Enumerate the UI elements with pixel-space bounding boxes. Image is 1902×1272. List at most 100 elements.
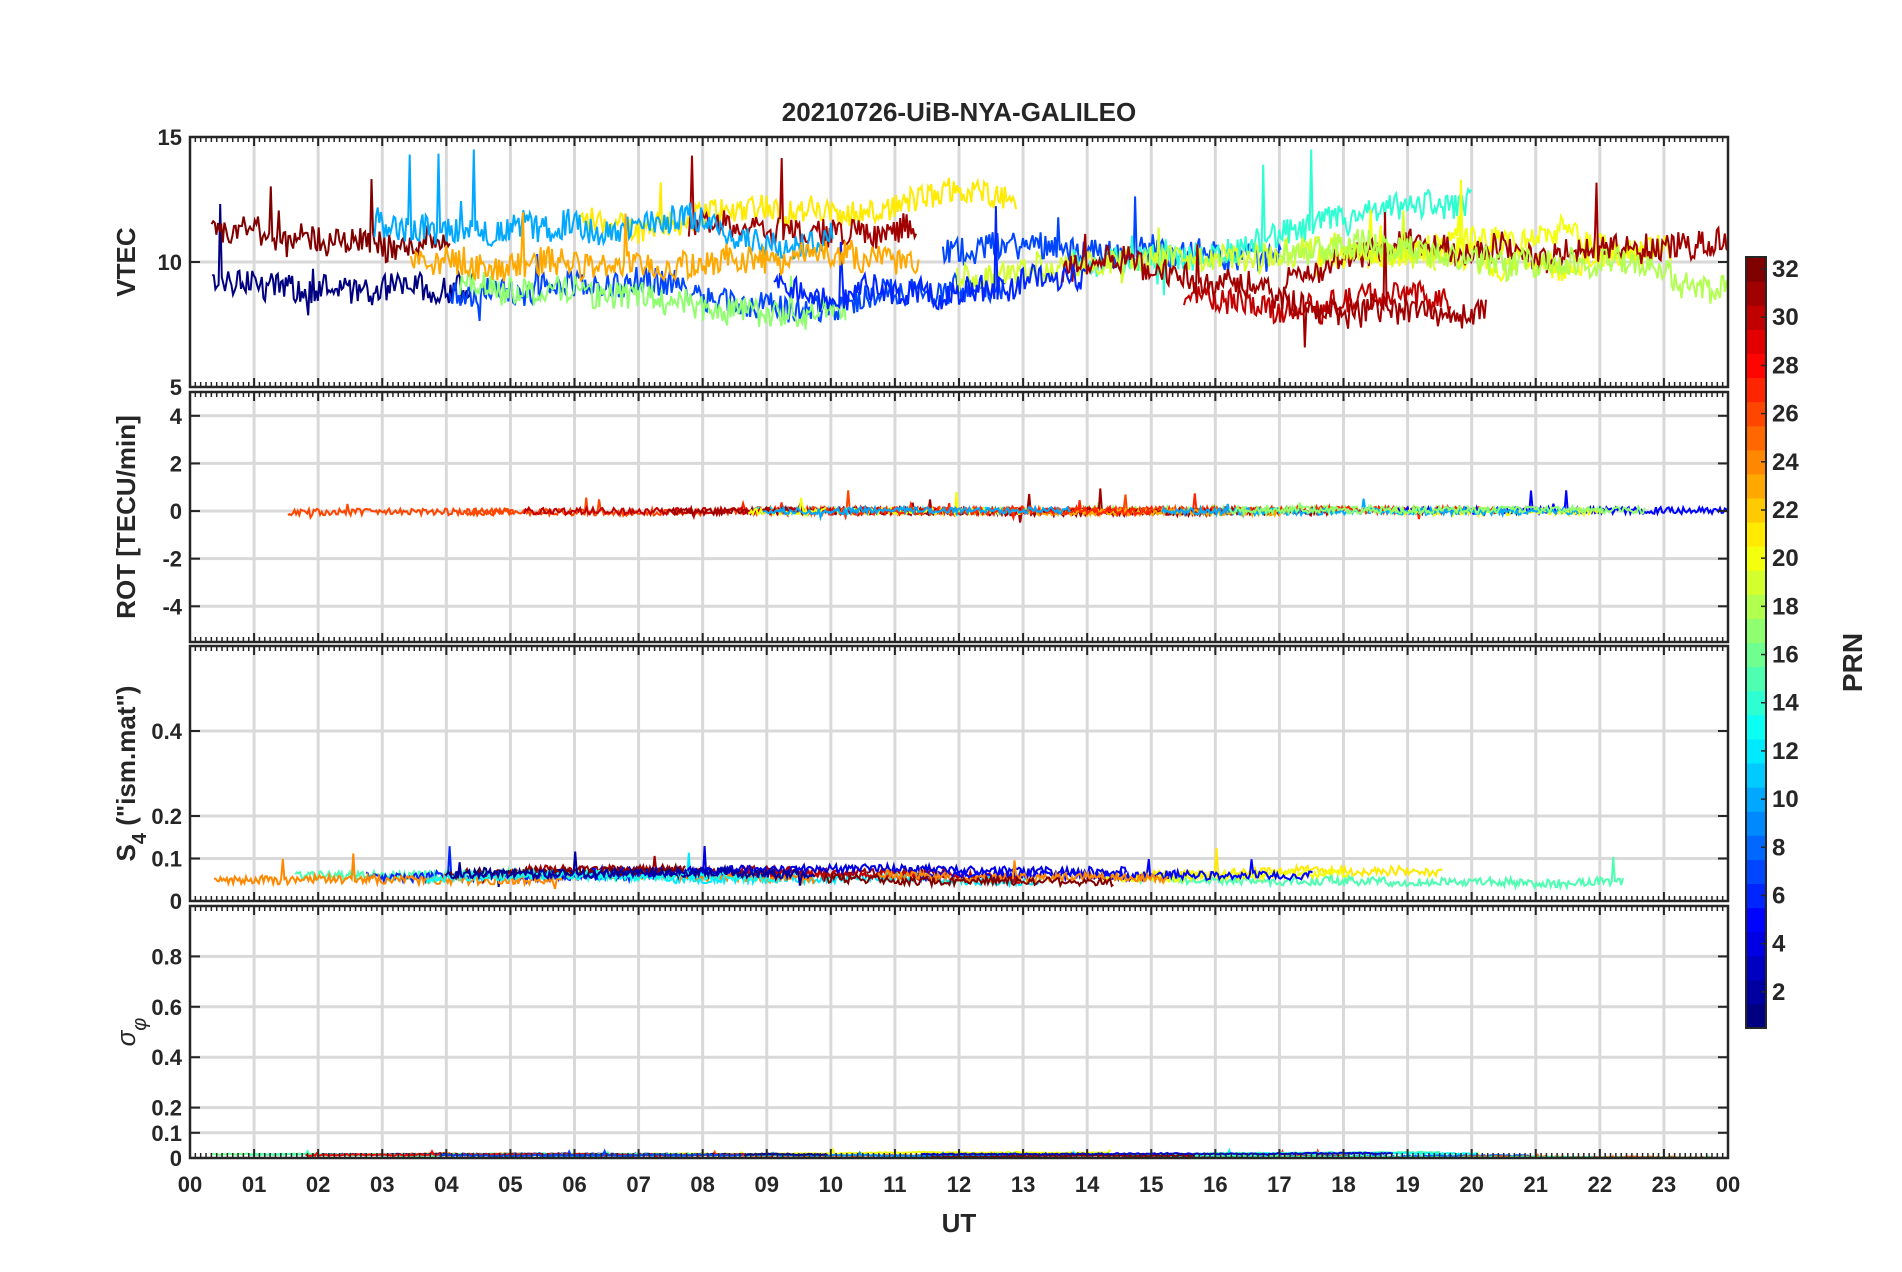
x-tick-label: 00 [1716, 1172, 1740, 1197]
colorbar-segment [1746, 618, 1766, 644]
panel-1: 5 10 15 VTEC [111, 125, 1730, 400]
series-prn-10 [762, 504, 1071, 522]
y-tick-label: 0.4 [151, 719, 182, 744]
colorbar-tick-label: 4 [1772, 931, 1786, 958]
x-tick-label: 09 [755, 1172, 779, 1197]
y-tick-label: 5 [170, 375, 182, 400]
series-prn-23 [409, 212, 920, 283]
colorbar-tick-label: 14 [1772, 690, 1799, 717]
panel-4: 00.10.2 0.4 0.6 0.8 σφ [111, 904, 1730, 1171]
colorbar-segment [1746, 714, 1766, 740]
y-tick-label: -2 [162, 547, 182, 572]
y-tick-label: 0.1 [151, 1121, 182, 1146]
colorbar-segment [1746, 955, 1766, 981]
series-prn-32 [210, 178, 451, 264]
panel-frame [188, 135, 1730, 389]
colorbar-segment [1746, 738, 1766, 764]
colorbar-segment [1746, 281, 1766, 306]
colorbar-segment [1746, 425, 1766, 451]
x-tick-label: 08 [690, 1172, 714, 1197]
panel-2: -4 -2 0 2 4 ROT [TECU/min] [111, 390, 1730, 644]
series-prn-21 [579, 177, 1018, 244]
colorbar-tick-label: 24 [1772, 449, 1799, 476]
x-tick-label: 20 [1459, 1172, 1483, 1197]
x-tick-label: 23 [1652, 1172, 1676, 1197]
series-prn-17 [459, 268, 847, 330]
y-tick-label: 15 [158, 125, 182, 150]
colorbar-segment [1746, 690, 1766, 716]
colorbar-segment [1746, 642, 1766, 668]
series-prn-15 [1138, 857, 1624, 892]
x-tick-label: 13 [1011, 1172, 1035, 1197]
colorbar-segment [1746, 353, 1766, 379]
x-tick-label: 04 [434, 1172, 459, 1197]
colorbar-segment [1746, 401, 1766, 427]
colorbar-segment [1746, 1003, 1766, 1029]
series-prn-10 [373, 149, 834, 260]
colorbar-segment [1746, 257, 1766, 282]
colorbar-tick-label: 26 [1772, 401, 1799, 428]
colorbar-tick-label: 10 [1772, 786, 1799, 813]
y-axis-label: σφ [111, 1018, 151, 1047]
y-tick-label: 10 [158, 250, 182, 275]
colorbar-label: PRN [1837, 633, 1868, 692]
colorbar-segment [1746, 762, 1766, 788]
y-tick-label: 2 [170, 451, 182, 476]
x-tick-label: 17 [1267, 1172, 1291, 1197]
series-prn-31 [1061, 212, 1487, 348]
colorbar-segment [1746, 859, 1766, 885]
panel-frame [188, 904, 1730, 1160]
y-tick-label: 0.2 [151, 1096, 182, 1121]
x-tick-label: 06 [562, 1172, 586, 1197]
series-prn-24 [876, 860, 1169, 885]
series-prn-14 [1070, 149, 1473, 296]
x-tick-label: 02 [306, 1172, 330, 1197]
colorbar-segment [1746, 449, 1766, 475]
colorbar-segment [1746, 570, 1766, 595]
colorbar-tick-label: 30 [1772, 304, 1799, 331]
colorbar-segment [1746, 546, 1766, 571]
colorbar-segment [1746, 787, 1766, 812]
y-tick-label: -4 [162, 594, 182, 619]
chart-title: 20210726-UiB-NYA-GALILEO [782, 97, 1137, 127]
x-axis: 00 01 02 03 04 05 06 07 08 09 10 11 12 13 14 15 16 17 18 19… [178, 1172, 1740, 1238]
series-prn-2 [444, 851, 816, 886]
series-prn-30 [523, 504, 966, 521]
traces [213, 846, 1624, 892]
colorbar-segment [1746, 522, 1766, 547]
y-axis-label: VTEC [111, 227, 141, 297]
colorbar-segment [1746, 931, 1766, 957]
colorbar-segment [1746, 666, 1766, 692]
y-tick-label: 0 [170, 499, 182, 524]
colorbar-segment [1746, 907, 1766, 933]
series-prn-18 [1278, 228, 1728, 304]
colorbar-tick-label: 28 [1772, 352, 1799, 379]
colorbar-tick-label: 16 [1772, 642, 1799, 669]
y-axis-label: S4 ("ism.mat") [111, 686, 151, 862]
colorbar-tick-label: 18 [1772, 593, 1799, 620]
x-tick-label: 15 [1139, 1172, 1163, 1197]
x-tick-label: 22 [1588, 1172, 1612, 1197]
y-tick-label: 0.1 [151, 847, 182, 872]
x-tick-label: 14 [1075, 1172, 1100, 1197]
colorbar-segment [1746, 377, 1766, 403]
x-tick-label: 12 [947, 1172, 971, 1197]
y-tick-label: 0.6 [151, 995, 182, 1020]
y-tick-label: 0 [170, 889, 182, 914]
x-tick-label: 05 [498, 1172, 522, 1197]
colorbar-tick-label: 20 [1772, 545, 1799, 572]
series-prn-1 [211, 203, 474, 316]
colorbar-segment [1746, 811, 1766, 836]
x-tick-label: 11 [883, 1172, 906, 1197]
colorbar-segment [1746, 979, 1766, 1005]
x-tick-label: 21 [1524, 1172, 1548, 1197]
colorbar-segment [1746, 473, 1766, 499]
y-tick-label: 4 [170, 404, 183, 429]
colorbar-tick-label: 22 [1772, 497, 1799, 524]
x-tick-label: 19 [1395, 1172, 1419, 1197]
y-tick-label: 0.4 [151, 1045, 182, 1070]
y-tick-label: 0.8 [151, 944, 182, 969]
series-prn-24 [213, 853, 563, 890]
y-tick-label: 0.2 [151, 804, 182, 829]
